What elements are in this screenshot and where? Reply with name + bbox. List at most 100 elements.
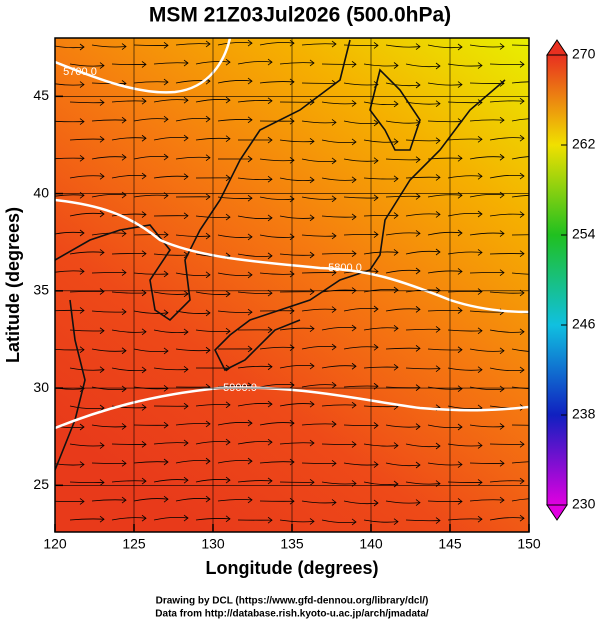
arrow-head bbox=[267, 516, 273, 524]
x-tick-label: 125 bbox=[122, 536, 146, 552]
streamline bbox=[195, 215, 231, 218]
streamline bbox=[195, 61, 231, 65]
arrow-head bbox=[435, 517, 441, 524]
arrow-head bbox=[309, 288, 315, 296]
arrow-head bbox=[99, 515, 105, 523]
streamline bbox=[511, 498, 529, 502]
streamline bbox=[343, 44, 379, 46]
streamline bbox=[279, 215, 315, 219]
streamline bbox=[133, 310, 169, 314]
streamline bbox=[237, 253, 273, 257]
arrow-head bbox=[247, 155, 253, 163]
streamline bbox=[55, 194, 85, 197]
arrow-head bbox=[457, 461, 463, 468]
arrow-head bbox=[309, 439, 315, 447]
streamline bbox=[111, 517, 147, 521]
arrow-head bbox=[415, 119, 421, 126]
streamline bbox=[217, 80, 253, 84]
arrow-head bbox=[99, 479, 105, 486]
arrow-head bbox=[205, 346, 211, 354]
arrow-head bbox=[457, 81, 463, 88]
streamline bbox=[279, 364, 315, 369]
arrow-head bbox=[289, 78, 295, 86]
arrow-head bbox=[499, 80, 505, 87]
arrow-head bbox=[183, 59, 189, 67]
streamline bbox=[175, 234, 211, 237]
arrow-head bbox=[415, 384, 421, 391]
arrow-head bbox=[163, 115, 169, 123]
arrow-head bbox=[331, 157, 337, 165]
streamline bbox=[195, 518, 231, 521]
streamline bbox=[469, 386, 505, 391]
arrow-head bbox=[309, 59, 315, 67]
arrow-head bbox=[121, 191, 127, 199]
arrow-head bbox=[373, 499, 379, 507]
arrow-head bbox=[225, 96, 231, 104]
colorbar-tick-label: 262 bbox=[572, 136, 596, 152]
arrow-head bbox=[289, 344, 295, 351]
arrow-head bbox=[373, 231, 379, 238]
arrow-head bbox=[289, 270, 295, 278]
arrow-head bbox=[289, 233, 295, 241]
arrow-head bbox=[141, 477, 147, 485]
arrow-head bbox=[499, 423, 505, 430]
arrow-head bbox=[163, 309, 169, 317]
arrow-head bbox=[121, 460, 127, 467]
streamline bbox=[91, 44, 127, 48]
streamline bbox=[111, 63, 147, 65]
x-tick-label: 145 bbox=[438, 536, 462, 552]
streamline bbox=[91, 310, 127, 313]
arrow-head bbox=[393, 175, 399, 183]
arrow-head bbox=[225, 438, 231, 446]
arrow-head bbox=[373, 157, 379, 165]
arrow-head bbox=[99, 288, 105, 295]
streamline bbox=[427, 194, 463, 198]
arrow-head bbox=[163, 347, 169, 355]
streamline bbox=[321, 481, 357, 485]
streamline bbox=[153, 291, 189, 295]
arrow-head bbox=[121, 153, 127, 161]
streamline bbox=[447, 138, 483, 141]
streamline bbox=[91, 156, 127, 160]
arrow-head bbox=[415, 345, 421, 352]
arrow-head bbox=[121, 308, 127, 316]
arrow-head bbox=[351, 60, 357, 68]
arrow-head bbox=[163, 495, 169, 503]
arrow-head bbox=[331, 460, 337, 467]
arrow-head bbox=[457, 385, 463, 393]
streamline bbox=[237, 61, 273, 65]
arrow-head bbox=[247, 194, 253, 202]
arrow-head bbox=[141, 134, 147, 142]
streamline bbox=[55, 463, 85, 466]
arrow-head bbox=[415, 193, 421, 200]
streamline bbox=[321, 326, 357, 331]
streamline bbox=[363, 101, 399, 106]
arrow-head bbox=[435, 174, 441, 181]
streamline bbox=[237, 100, 273, 103]
arrow-head bbox=[289, 195, 295, 203]
streamline bbox=[217, 310, 253, 313]
arrow-head bbox=[99, 62, 105, 69]
arrow-head bbox=[183, 402, 189, 410]
arrow-head bbox=[435, 326, 441, 333]
arrow-head bbox=[457, 154, 463, 162]
arrow-head bbox=[393, 324, 399, 332]
streamline bbox=[363, 214, 399, 217]
arrow-head bbox=[499, 496, 505, 504]
arrow-head bbox=[331, 40, 337, 48]
streamline bbox=[279, 62, 315, 65]
x-tick-label: 130 bbox=[201, 536, 225, 552]
arrow-head bbox=[79, 461, 85, 468]
arrow-head bbox=[163, 41, 169, 49]
streamline bbox=[469, 232, 505, 236]
arrow-head bbox=[477, 442, 483, 449]
streamline bbox=[217, 460, 253, 464]
streamline bbox=[447, 481, 483, 483]
streamline bbox=[279, 403, 315, 407]
arrow-head bbox=[267, 136, 273, 144]
arrow-head bbox=[457, 423, 463, 431]
arrow-head bbox=[309, 214, 315, 222]
arrow-head bbox=[499, 269, 505, 276]
arrow-head bbox=[415, 230, 421, 237]
